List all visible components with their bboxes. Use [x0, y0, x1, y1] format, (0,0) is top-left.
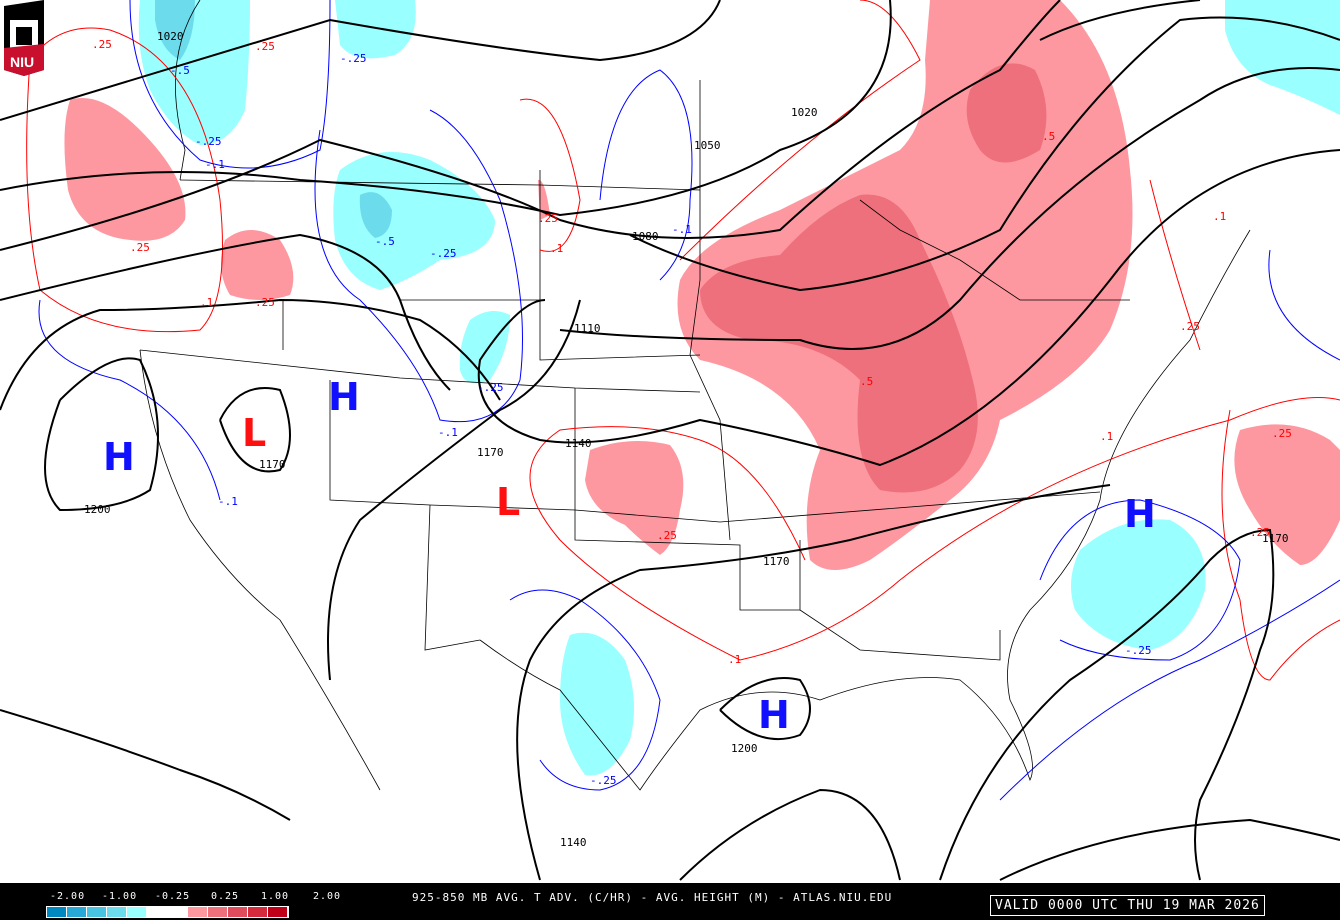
scale-tick: -1.00 [102, 891, 138, 902]
height-label: 1170 [763, 555, 790, 568]
warm-advection-fills [64, 0, 1340, 570]
logo-text: NIU [10, 54, 34, 70]
tadv-label: .5 [860, 375, 873, 388]
tadv-labels: .5 .25 .25 .25 .1 .25 .1 .25 .1 .5 .1 .2… [92, 38, 1292, 787]
warm-fill-core [700, 194, 978, 493]
cold-fill-montana [333, 152, 495, 290]
cold-fill-carolina [1071, 519, 1206, 650]
cold-fill-wyoming [459, 311, 510, 384]
tadv-label: -.25 [1125, 644, 1152, 657]
tadv-label: -.25 [340, 52, 367, 65]
tadv-label: .25 [538, 212, 558, 225]
tadv-label: .25 [92, 38, 112, 51]
tadv-label: -.5 [170, 64, 190, 77]
tadv-label: .25 [1272, 427, 1292, 440]
scale-swatch [47, 907, 67, 917]
height-label: 1020 [157, 30, 184, 43]
height-label: 1080 [632, 230, 659, 243]
warm-fill-pnw [64, 98, 186, 241]
height-label: 1200 [731, 742, 758, 755]
scale-swatch [228, 907, 248, 917]
cold-fill-montana-core [359, 192, 392, 238]
cold-fill-texas [560, 632, 634, 776]
tadv-label: -.1 [438, 426, 458, 439]
tadv-label: -.25 [195, 135, 222, 148]
scale-swatch [107, 907, 127, 917]
tadv-label: .1 [1100, 430, 1113, 443]
height-label: 1050 [694, 139, 721, 152]
tadv-label: -.5 [375, 235, 395, 248]
height-label: 1170 [1262, 532, 1289, 545]
warm-fill-atlantic [1234, 424, 1340, 565]
height-label: 1200 [84, 503, 111, 516]
scale-tick: 2.00 [313, 891, 342, 902]
high-center: H [328, 375, 360, 419]
low-center: L [496, 480, 520, 524]
height-label: 1110 [574, 322, 601, 335]
tadv-label: .1 [200, 296, 213, 309]
scale-tick: 1.00 [261, 891, 290, 902]
tadv-label: .25 [255, 40, 275, 53]
high-center: H [103, 435, 135, 479]
tadv-label: -.1 [672, 223, 692, 236]
low-center: L [242, 411, 266, 455]
height-label: 1170 [477, 446, 504, 459]
height-labels: 1020 1020 1050 1080 1110 1140 1170 1170 … [84, 30, 1289, 849]
color-scale [46, 906, 289, 918]
pressure-centers: H L H L H H [103, 375, 1156, 737]
high-center: H [1124, 492, 1156, 536]
height-label: 1170 [259, 458, 286, 471]
scale-tick: 0.25 [211, 891, 240, 902]
tadv-label: -.25 [430, 247, 457, 260]
scale-tick: -0.25 [155, 891, 191, 902]
tadv-label: -.25 [477, 381, 504, 394]
cold-fill-alberta [335, 0, 416, 59]
scale-swatch [87, 907, 107, 917]
tadv-label: -.25 [590, 774, 617, 787]
height-label: 1140 [565, 437, 592, 450]
cold-advection-contours [38, 0, 1340, 801]
scale-swatch [188, 907, 208, 917]
niu-logo: NIU [4, 0, 44, 76]
tadv-label: .1 [728, 653, 741, 666]
warm-fill-ontario [966, 63, 1047, 163]
tadv-label: .5 [1042, 130, 1055, 143]
tadv-label: .1 [1213, 210, 1226, 223]
warm-advection-contours [26, 0, 1340, 681]
scale-swatch [147, 907, 188, 917]
high-center: H [758, 693, 790, 737]
cold-fill-ne-corner [1225, 0, 1340, 115]
map-caption: 925-850 MB AVG. T ADV. (C/HR) - AVG. HEI… [412, 891, 893, 904]
scale-swatch [268, 907, 288, 917]
scale-swatch [127, 907, 147, 917]
height-label: 1020 [791, 106, 818, 119]
tadv-label: .25 [1180, 320, 1200, 333]
tadv-label: -.1 [205, 158, 225, 171]
height-label: 1140 [560, 836, 587, 849]
tadv-label: .25 [255, 296, 275, 309]
cold-fill-bc-core [155, 0, 195, 60]
scale-tick: -2.00 [50, 891, 86, 902]
valid-time: VALID 0000 UTC THU 19 MAR 2026 [990, 895, 1265, 916]
scale-swatch [208, 907, 228, 917]
tadv-label: .25 [130, 241, 150, 254]
scale-swatch [67, 907, 87, 917]
tadv-label: .25 [1250, 526, 1270, 539]
tadv-label: .25 [657, 529, 677, 542]
map-canvas: 1020 1020 1050 1080 1110 1140 1170 1170 … [0, 0, 1340, 881]
tadv-label: .1 [550, 242, 563, 255]
tadv-label: -.1 [218, 495, 238, 508]
scale-swatch [248, 907, 268, 917]
warm-fill-kansas [585, 441, 684, 555]
warm-fill-idaho [221, 230, 294, 300]
height-contours [0, 0, 1340, 881]
